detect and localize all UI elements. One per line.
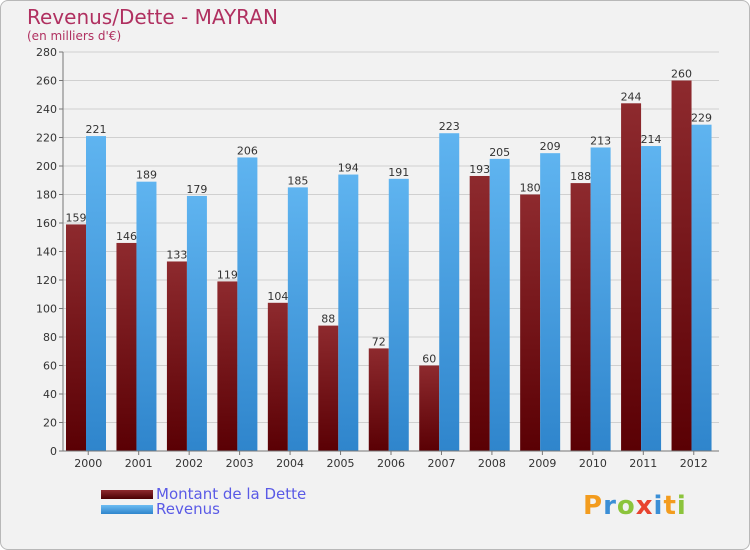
legend-item-revenus: Revenus bbox=[101, 500, 220, 518]
y-tick-label: 140 bbox=[36, 246, 57, 259]
x-tick-label: 2010 bbox=[579, 457, 607, 470]
bar-revenus bbox=[388, 178, 409, 451]
x-tick-label: 2009 bbox=[528, 457, 556, 470]
y-tick-label: 60 bbox=[43, 360, 57, 373]
bar-revenus bbox=[338, 174, 359, 452]
logo-letter: P bbox=[583, 491, 604, 521]
x-tick-label: 2012 bbox=[680, 457, 708, 470]
data-label-dette: 159 bbox=[66, 211, 87, 224]
bar-revenus bbox=[237, 157, 258, 451]
data-label-revenus: 185 bbox=[287, 174, 308, 187]
data-label-dette: 146 bbox=[116, 230, 137, 243]
y-tick-label: 240 bbox=[36, 103, 57, 116]
chart-subtitle: (en milliers d'€) bbox=[27, 29, 122, 43]
legend-label-revenus: Revenus bbox=[156, 500, 220, 518]
data-label-revenus: 213 bbox=[590, 134, 611, 147]
data-label-dette: 244 bbox=[621, 90, 642, 103]
bar-revenus bbox=[489, 158, 510, 451]
y-tick-label: 220 bbox=[36, 132, 57, 145]
data-label-revenus: 191 bbox=[388, 166, 409, 179]
data-label-dette: 260 bbox=[671, 68, 692, 81]
data-label-dette: 88 bbox=[321, 313, 335, 326]
x-tick-label: 2006 bbox=[377, 457, 405, 470]
data-label-dette: 60 bbox=[422, 353, 436, 366]
data-label-dette: 133 bbox=[166, 248, 187, 261]
logo-letter: x bbox=[635, 491, 654, 521]
data-label-revenus: 214 bbox=[641, 133, 662, 146]
legend-swatch-revenus bbox=[101, 504, 153, 514]
y-tick-label: 0 bbox=[50, 445, 57, 458]
bar-dette bbox=[267, 302, 288, 451]
bar-dette bbox=[621, 103, 642, 452]
bar-dette bbox=[520, 194, 541, 451]
data-label-revenus: 209 bbox=[540, 140, 561, 153]
bar-dette bbox=[671, 80, 692, 451]
data-label-dette: 72 bbox=[372, 335, 386, 348]
bar-dette bbox=[166, 261, 187, 451]
data-label-revenus: 179 bbox=[186, 183, 207, 196]
logo-letter: r bbox=[603, 491, 617, 521]
bar-dette bbox=[419, 365, 440, 451]
y-tick-label: 280 bbox=[36, 46, 57, 59]
x-tick-label: 2001 bbox=[125, 457, 153, 470]
x-tick-label: 2000 bbox=[74, 457, 102, 470]
y-tick-label: 80 bbox=[43, 331, 57, 344]
chart-title: Revenus/Dette - MAYRAN bbox=[27, 5, 278, 29]
logo-letter: i bbox=[653, 491, 664, 521]
legend-label-dette: Montant de la Dette bbox=[156, 485, 307, 503]
data-label-revenus: 194 bbox=[338, 162, 359, 175]
y-tick-label: 200 bbox=[36, 160, 57, 173]
legend-swatch-dette bbox=[101, 489, 153, 499]
bar-revenus bbox=[641, 146, 662, 452]
data-label-revenus: 205 bbox=[489, 146, 510, 159]
logo-letter: o bbox=[616, 491, 636, 521]
bar-dette bbox=[318, 325, 339, 451]
x-tick-label: 2004 bbox=[276, 457, 304, 470]
data-label-dette: 104 bbox=[267, 290, 288, 303]
bar-revenus bbox=[691, 124, 712, 452]
data-label-dette: 180 bbox=[520, 182, 541, 195]
legend-item-dette: Montant de la Dette bbox=[101, 485, 307, 503]
bar-dette bbox=[66, 224, 86, 451]
bar-revenus bbox=[186, 195, 207, 451]
bar-dette bbox=[116, 242, 137, 451]
data-label-revenus: 229 bbox=[691, 112, 712, 125]
bar-revenus bbox=[287, 187, 308, 451]
bar-dette bbox=[368, 348, 389, 451]
y-tick-label: 180 bbox=[36, 189, 57, 202]
data-label-dette: 119 bbox=[217, 268, 238, 281]
x-tick-label: 2007 bbox=[427, 457, 455, 470]
y-tick-label: 20 bbox=[43, 417, 57, 430]
data-label-revenus: 189 bbox=[136, 169, 157, 182]
x-tick-label: 2011 bbox=[629, 457, 657, 470]
bar-dette bbox=[217, 281, 238, 451]
data-label-revenus: 206 bbox=[237, 144, 258, 157]
y-tick-label: 120 bbox=[36, 274, 57, 287]
bar-dette bbox=[469, 175, 490, 451]
y-tick-label: 260 bbox=[36, 75, 57, 88]
bar-revenus bbox=[136, 181, 157, 452]
x-tick-label: 2003 bbox=[226, 457, 254, 470]
x-tick-label: 2002 bbox=[175, 457, 203, 470]
y-tick-label: 160 bbox=[36, 217, 57, 230]
bar-revenus bbox=[439, 133, 460, 451]
data-label-revenus: 221 bbox=[86, 123, 107, 136]
logo-letter: t bbox=[663, 491, 677, 521]
y-tick-label: 100 bbox=[36, 303, 57, 316]
bar-dette bbox=[570, 183, 591, 451]
logo-letter: i bbox=[676, 491, 687, 521]
y-tick-label: 40 bbox=[43, 388, 57, 401]
data-label-dette: 193 bbox=[469, 163, 490, 176]
bar-revenus bbox=[540, 153, 561, 452]
bar-revenus bbox=[590, 147, 611, 451]
proxiti-logo: Proxiti bbox=[583, 491, 687, 521]
data-label-dette: 188 bbox=[570, 170, 591, 183]
x-tick-label: 2008 bbox=[478, 457, 506, 470]
x-tick-label: 2005 bbox=[327, 457, 355, 470]
data-label-revenus: 223 bbox=[439, 120, 460, 133]
bar-revenus bbox=[86, 136, 106, 451]
